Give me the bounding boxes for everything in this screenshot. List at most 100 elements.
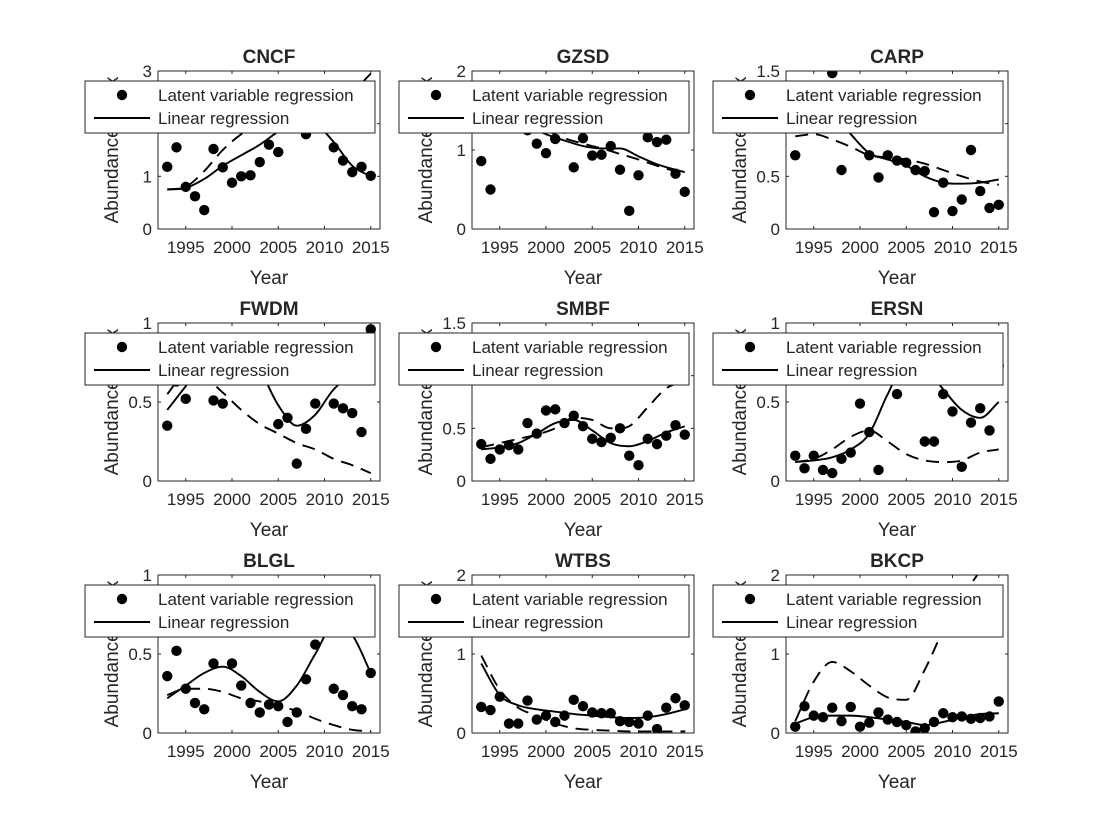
panel-title: BKCP xyxy=(870,551,924,572)
dashed-fit-line xyxy=(480,655,685,733)
data-point xyxy=(679,186,690,198)
x-tick-label: 2000 xyxy=(213,238,251,257)
legend-label-latent: Latent variable regression xyxy=(472,86,668,105)
data-point xyxy=(928,436,940,447)
x-tick-label: 1995 xyxy=(795,238,833,257)
legend-label-linear: Linear regression xyxy=(158,613,289,632)
legend-marker-points xyxy=(430,89,442,101)
data-point xyxy=(947,205,958,217)
data-point xyxy=(854,721,866,732)
y-tick-label: 2 xyxy=(457,62,466,81)
legend-label-latent: Latent variable regression xyxy=(158,590,354,609)
x-tick-label: 2005 xyxy=(887,238,925,257)
data-point xyxy=(171,645,182,657)
data-point xyxy=(263,139,275,150)
data-point xyxy=(891,716,903,728)
data-point xyxy=(928,206,940,218)
y-tick-label: 0 xyxy=(143,472,152,491)
data-point xyxy=(189,191,201,202)
dashed-fit-line xyxy=(795,429,999,463)
data-point xyxy=(476,701,487,713)
data-point xyxy=(993,696,1004,707)
legend-marker-points xyxy=(744,593,756,605)
data-point xyxy=(642,710,653,721)
data-point xyxy=(975,403,986,414)
data-point xyxy=(485,184,496,195)
legend: Latent variable regression Linear regress… xyxy=(712,332,1004,386)
x-axis-label: Year xyxy=(250,268,289,289)
data-point xyxy=(347,166,358,178)
data-point xyxy=(236,680,247,691)
panel-carp: 1995200020052010201500.511.5YearAbundanc… xyxy=(712,47,1018,289)
y-tick-label: 0 xyxy=(457,220,466,239)
legend-box xyxy=(712,332,1004,386)
legend-box xyxy=(84,584,376,638)
y-tick-label: 0 xyxy=(771,472,780,491)
data-point xyxy=(854,398,866,409)
data-point xyxy=(661,134,672,145)
legend-box xyxy=(398,80,690,134)
data-point xyxy=(254,156,265,168)
legend: Latent variable regression Linear regress… xyxy=(84,80,376,134)
data-point xyxy=(975,712,986,724)
data-point xyxy=(596,149,607,160)
data-point xyxy=(577,132,589,144)
data-point xyxy=(208,143,219,155)
y-tick-label: 0.5 xyxy=(128,645,152,664)
data-point xyxy=(162,161,173,173)
data-point xyxy=(799,700,810,712)
data-point xyxy=(217,398,228,409)
data-point xyxy=(522,695,533,706)
data-point xyxy=(208,395,219,406)
y-tick-label: 1 xyxy=(771,645,780,664)
data-point xyxy=(633,718,644,729)
legend: Latent variable regression Linear regress… xyxy=(398,80,690,134)
data-point xyxy=(827,71,838,79)
data-point xyxy=(337,689,349,701)
x-tick-label: 2005 xyxy=(887,490,925,509)
x-tick-label: 2010 xyxy=(620,742,658,761)
x-axis-label: Year xyxy=(564,772,603,793)
data-point xyxy=(356,426,367,438)
data-point xyxy=(790,721,801,732)
legend-box xyxy=(398,584,690,638)
data-point xyxy=(513,718,524,729)
x-tick-label: 2015 xyxy=(980,490,1018,509)
x-tick-label: 1995 xyxy=(167,238,205,257)
data-point xyxy=(550,404,561,415)
data-point xyxy=(245,170,256,181)
data-point xyxy=(873,464,884,476)
data-point xyxy=(836,164,847,176)
x-tick-label: 1995 xyxy=(795,742,833,761)
legend: Latent variable regression Linear regress… xyxy=(398,332,690,386)
y-tick-label: 0 xyxy=(457,472,466,491)
data-point xyxy=(568,694,579,706)
data-point xyxy=(799,463,810,474)
data-point xyxy=(226,658,238,669)
panel-title: ERSN xyxy=(871,299,924,320)
legend-label-linear: Linear regression xyxy=(786,613,917,632)
data-point xyxy=(310,398,321,409)
solid-fit-line xyxy=(527,125,685,174)
x-tick-label: 2010 xyxy=(620,490,658,509)
y-tick-label: 1.5 xyxy=(756,62,780,81)
legend-marker-points xyxy=(744,89,756,101)
y-tick-label: 0 xyxy=(771,724,780,743)
solid-fit-line xyxy=(794,712,999,727)
data-point xyxy=(984,425,995,436)
panel-title: FWDM xyxy=(239,299,298,320)
x-tick-label: 2005 xyxy=(259,490,297,509)
data-point xyxy=(624,205,635,217)
x-tick-label: 1995 xyxy=(795,490,833,509)
data-point xyxy=(300,423,312,435)
data-point xyxy=(919,436,930,447)
panel-title: WTBS xyxy=(555,551,611,572)
panel-title: GZSD xyxy=(557,47,610,68)
data-point xyxy=(836,715,847,727)
y-tick-label: 1.5 xyxy=(442,314,466,333)
y-tick-label: 3 xyxy=(143,62,152,81)
data-point xyxy=(679,429,690,440)
axes-box xyxy=(471,322,695,482)
legend-label-linear: Linear regression xyxy=(786,109,917,128)
x-tick-label: 1995 xyxy=(167,490,205,509)
